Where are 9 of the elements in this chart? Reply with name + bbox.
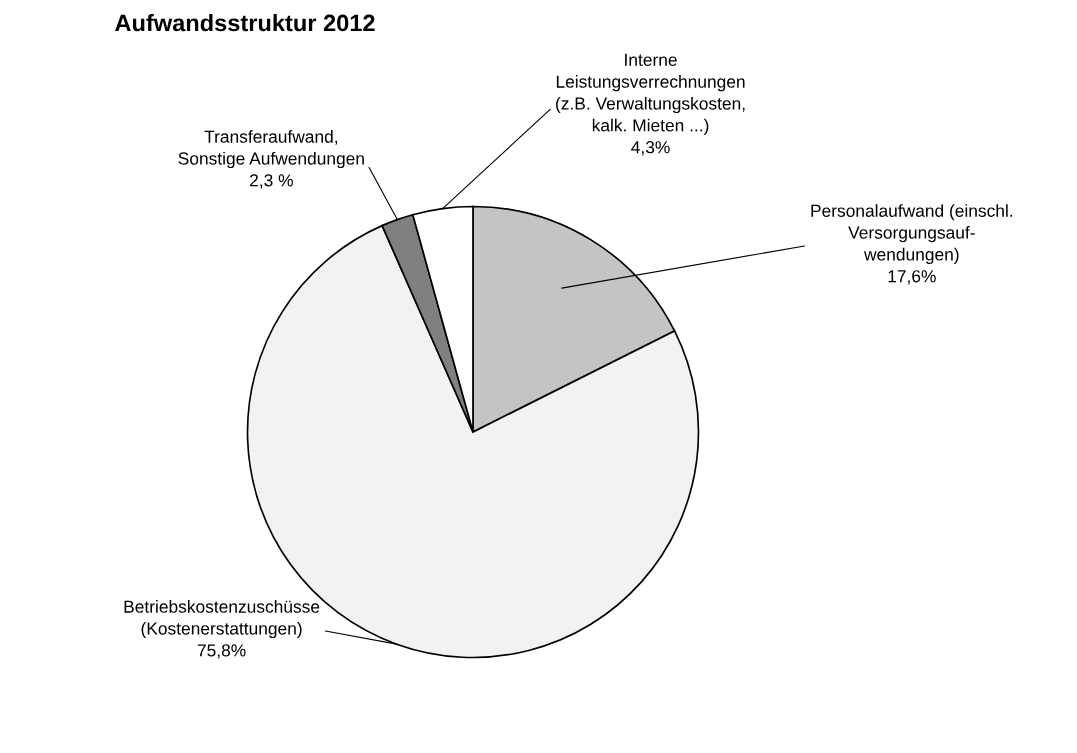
data-label: 2,3 % — [250, 174, 293, 189]
slice-label: Personalaufwand (einschl. Versorgungsauf- wendungen) — [811, 204, 1013, 265]
data-label: 17,6% — [888, 270, 936, 285]
slice-label: Transferaufwand, Sonstige Aufwendungen — [178, 130, 364, 169]
slice-label: Betriebskostenzuschüsse (Kostenerstattungen) — [124, 600, 320, 639]
slice-label: Interne Leistungsverrechnungen (z.B. Verwaltungskosten, kalk. Mieten ...) — [556, 53, 745, 135]
data-label: 4,3% — [631, 141, 670, 156]
data-label: 75,8% — [197, 644, 246, 659]
chart-title: Aufwandsstruktur 2012 — [115, 14, 375, 32]
